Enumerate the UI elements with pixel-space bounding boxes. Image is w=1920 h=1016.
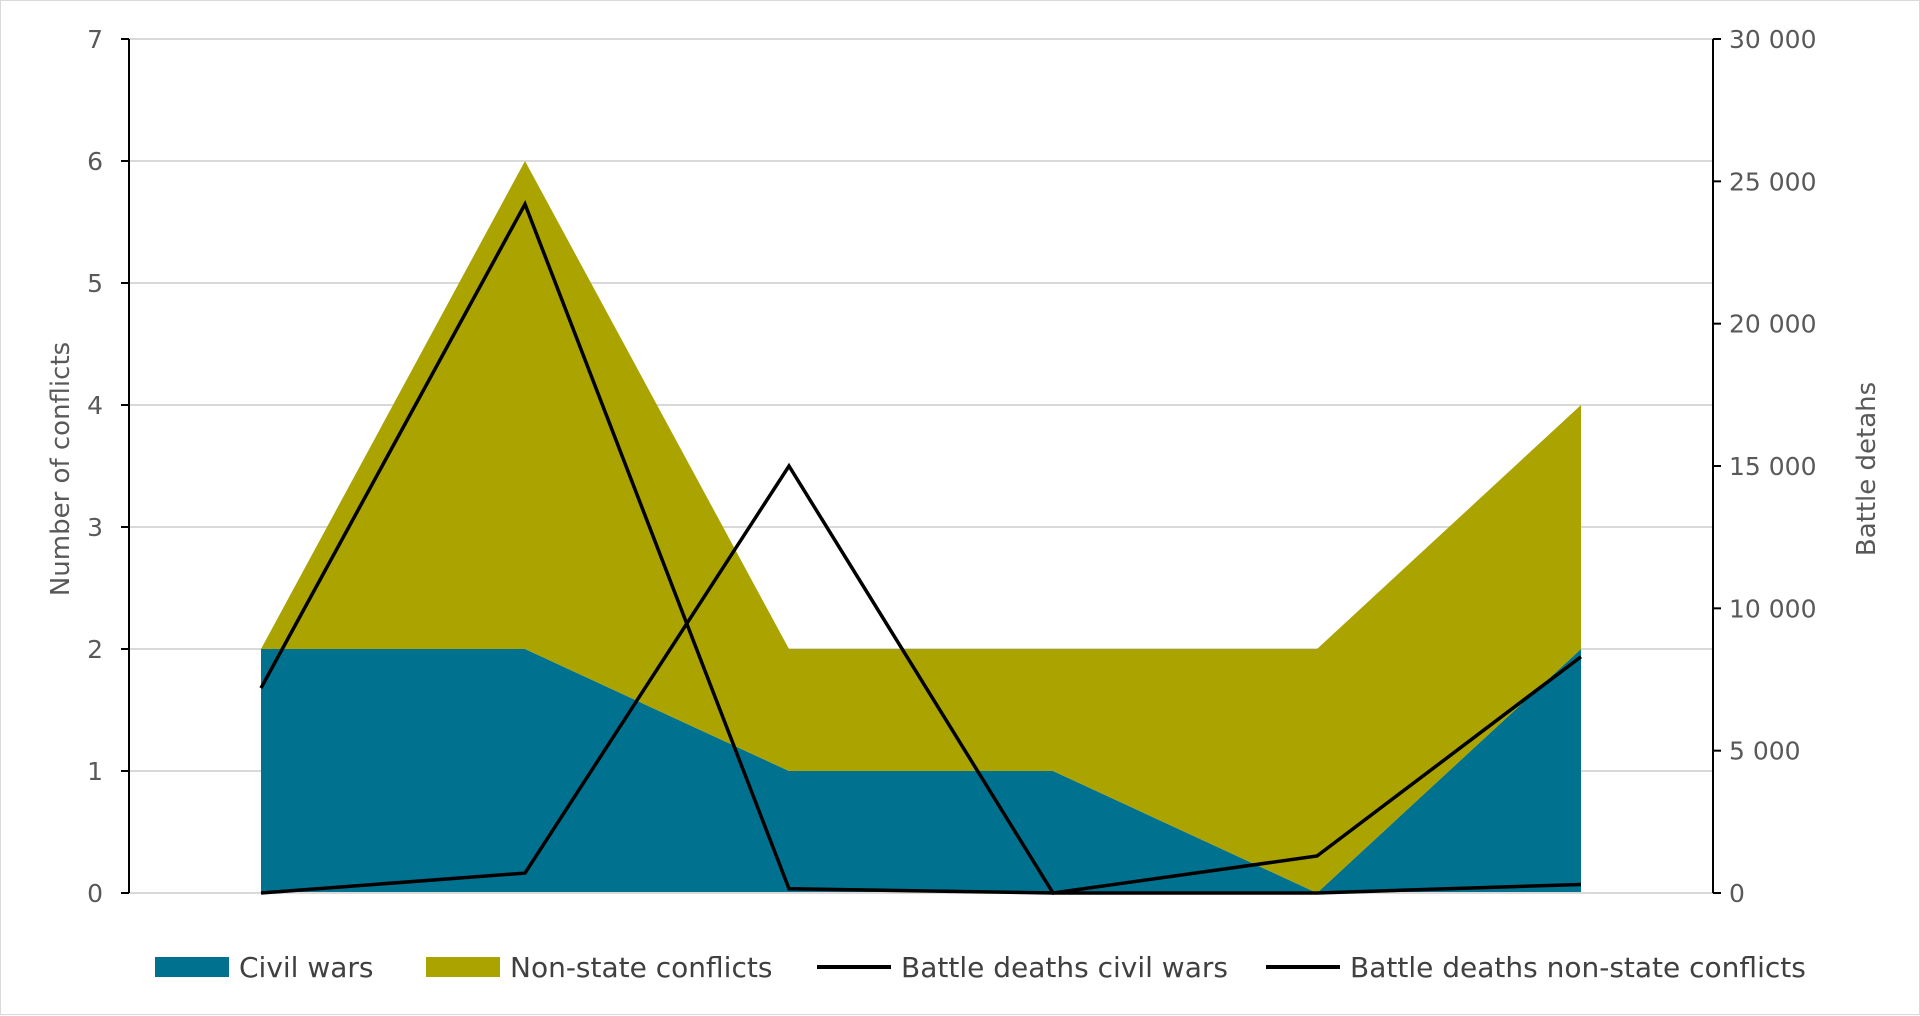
area-non-state-conflicts <box>261 161 1581 893</box>
line-battle-deaths-civil-wars <box>260 462 1583 895</box>
left-tick-label: 0 <box>87 879 103 908</box>
left-tick-label: 7 <box>87 25 103 54</box>
area-series-layer <box>261 161 1581 893</box>
legend-label-battle-deaths-civil-wars: Battle deaths civil wars <box>901 951 1228 984</box>
left-axis-title: Number of conflicts <box>46 342 76 596</box>
legend-swatch-non-state-conflicts <box>426 957 500 977</box>
left-tick-label: 1 <box>87 757 103 786</box>
left-tick-label: 4 <box>87 391 103 420</box>
right-tick-label: 10 000 <box>1729 594 1816 623</box>
left-axis-ticks: 0 1 2 3 4 5 6 7 <box>87 25 129 908</box>
right-tick-label: 30 000 <box>1729 25 1816 54</box>
legend-label-civil-wars: Civil wars <box>239 951 374 984</box>
right-axis-title: Battle detahs <box>1852 382 1882 556</box>
right-tick-label: 25 000 <box>1729 167 1816 196</box>
right-tick-label: 5 000 <box>1729 737 1801 766</box>
legend: Civil wars Non-state conflicts Battle deat… <box>155 951 1806 984</box>
right-tick-label: 15 000 <box>1729 452 1816 481</box>
left-tick-label: 5 <box>87 269 103 298</box>
right-axis-ticks: 0 5 000 10 000 15 000 20 000 25 000 30 000 <box>1713 25 1816 908</box>
left-tick-label: 3 <box>87 513 103 542</box>
left-tick-label: 2 <box>87 635 103 664</box>
legend-label-battle-deaths-non-state-conflicts: Battle deaths non-state conflicts <box>1350 951 1806 984</box>
legend-label-non-state-conflicts: Non-state conflicts <box>510 951 772 984</box>
right-tick-label: 0 <box>1729 879 1745 908</box>
line-battle-deaths-non-state-conflicts <box>259 199 1582 895</box>
right-tick-label: 20 000 <box>1729 310 1816 339</box>
line-series-layer <box>259 199 1583 895</box>
left-tick-label: 6 <box>87 147 103 176</box>
legend-swatch-civil-wars <box>155 957 229 977</box>
